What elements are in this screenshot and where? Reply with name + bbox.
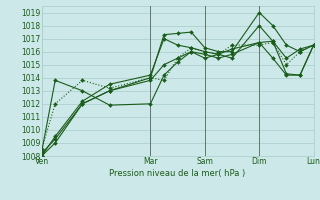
X-axis label: Pression niveau de la mer( hPa ): Pression niveau de la mer( hPa ) bbox=[109, 169, 246, 178]
